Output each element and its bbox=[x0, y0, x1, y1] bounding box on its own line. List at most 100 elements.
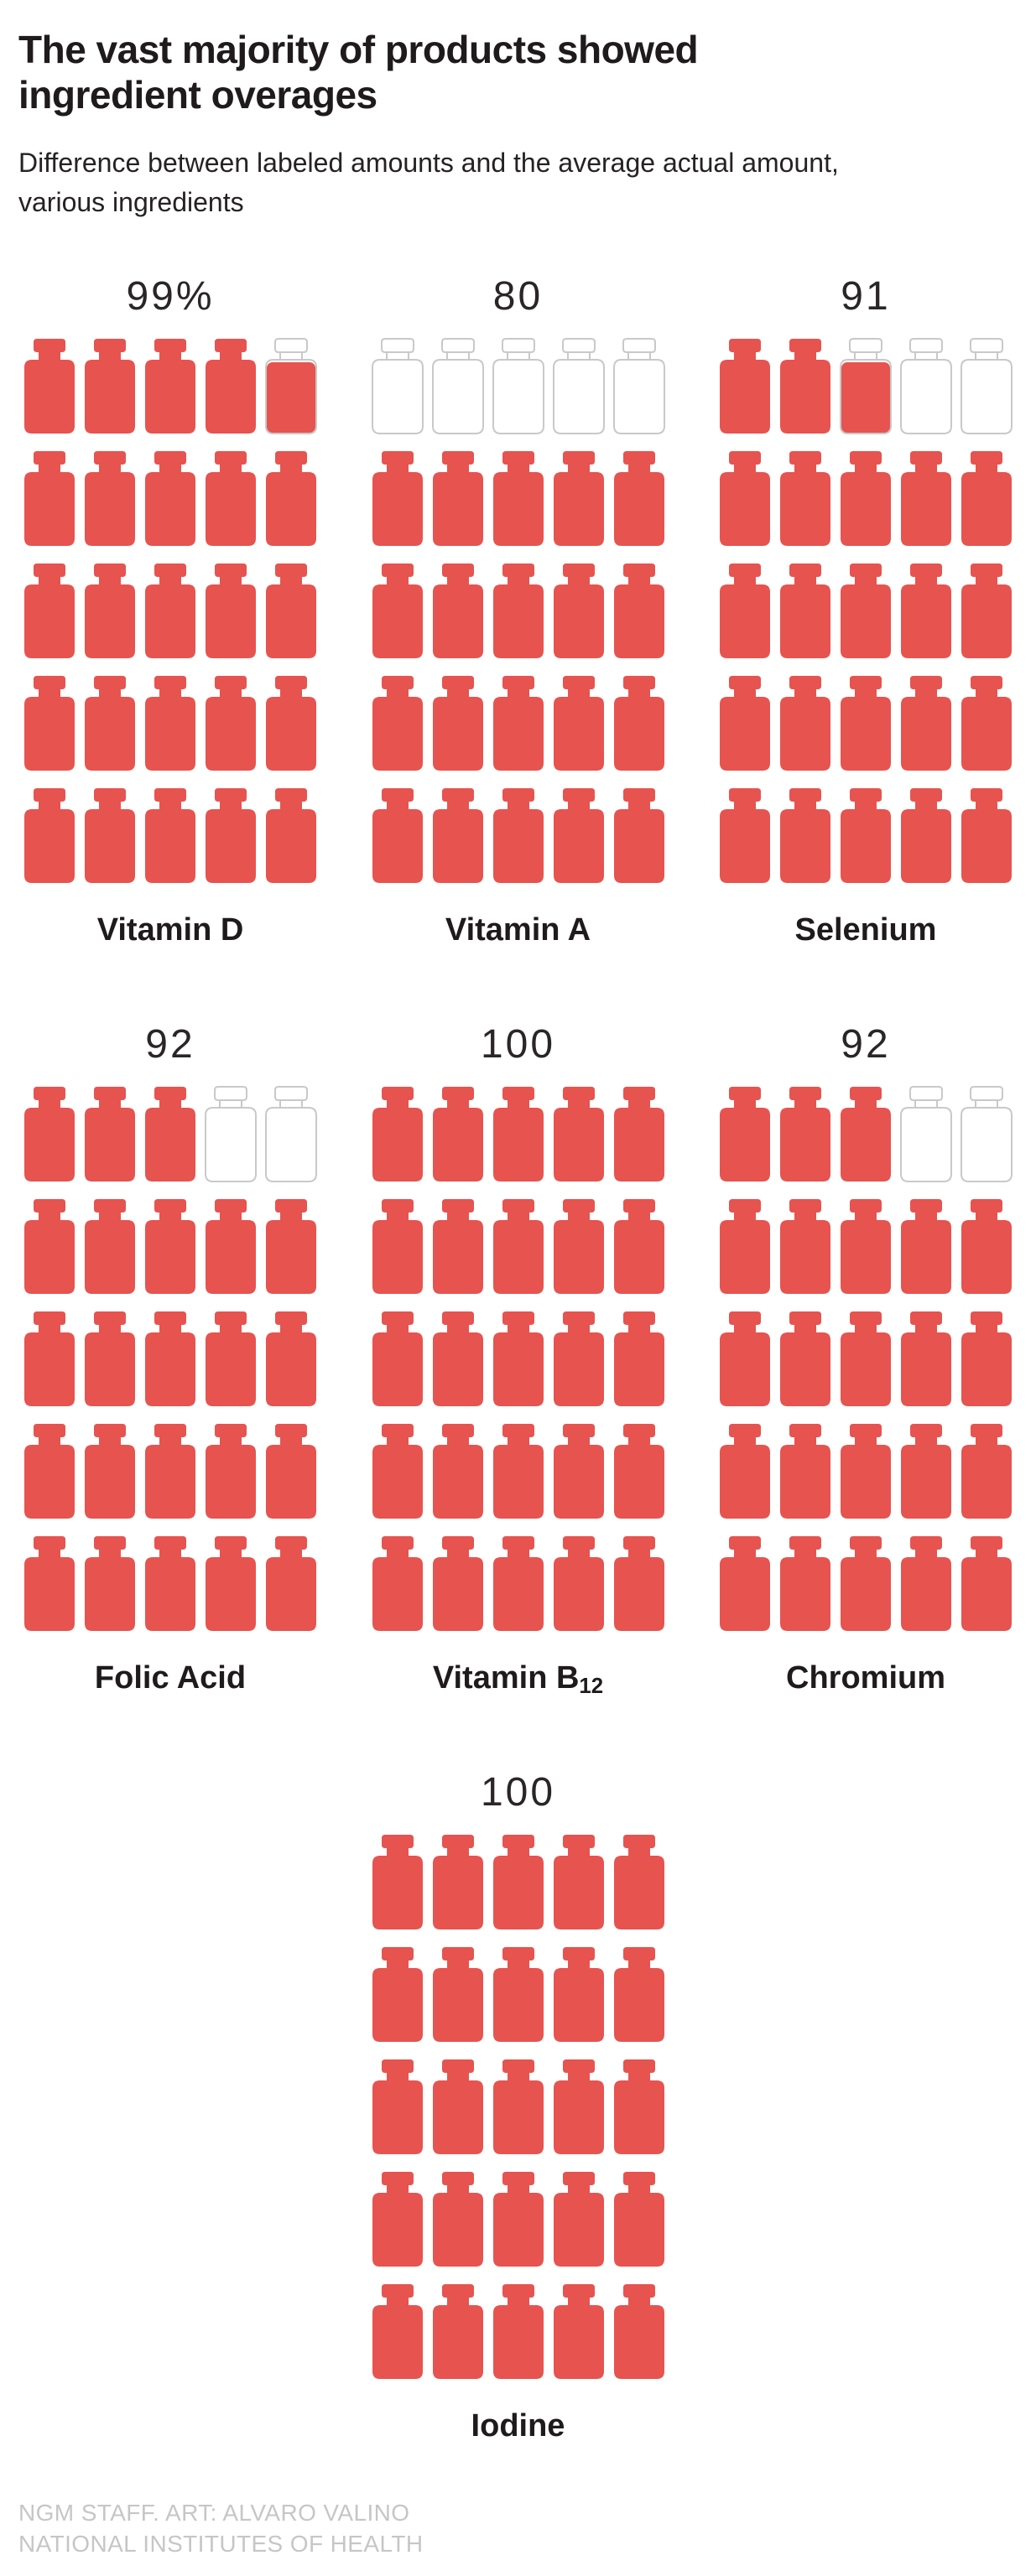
bottle-full-icon bbox=[372, 2059, 423, 2155]
bottle-full-icon bbox=[780, 676, 830, 771]
bottle-full-icon bbox=[553, 2172, 604, 2267]
value-label: 92 bbox=[841, 1022, 891, 1067]
bottle-full-icon bbox=[901, 676, 951, 771]
bottle-full-icon bbox=[432, 1536, 483, 1632]
bottle-empty-icon bbox=[492, 338, 544, 435]
bottle-full-icon bbox=[85, 788, 135, 884]
bottle-full-icon bbox=[145, 1199, 195, 1295]
bottle-full-icon bbox=[206, 1424, 256, 1519]
bottle-full-icon bbox=[432, 1311, 483, 1407]
panel-folic-acid: 92 Folic Acid bbox=[23, 1019, 317, 1696]
value-label: 99% bbox=[126, 274, 215, 319]
bottle-full-icon bbox=[432, 1199, 483, 1295]
bottle-full-icon bbox=[145, 1087, 195, 1182]
bottle-full-icon bbox=[492, 564, 544, 659]
panel-vitamin-d: 99% Vitamin D bbox=[23, 271, 317, 948]
bottle-full-icon bbox=[85, 339, 135, 434]
bottle-full-icon bbox=[780, 1536, 830, 1632]
ingredient-label: Selenium bbox=[795, 912, 937, 948]
bottle-full-icon bbox=[24, 676, 75, 771]
bottle-full-icon bbox=[85, 1311, 135, 1407]
bottle-full-icon bbox=[372, 1835, 423, 1930]
bottle-full-icon bbox=[553, 564, 604, 659]
chart-subtitle: Difference between labeled amounts and t… bbox=[18, 147, 839, 217]
panel-selenium: 91 Selenium bbox=[719, 271, 1013, 948]
bottle-full-icon bbox=[145, 676, 195, 771]
value-label: 100 bbox=[480, 1770, 556, 1815]
bottle-full-icon bbox=[780, 1311, 830, 1407]
bottle-full-icon bbox=[266, 1311, 316, 1407]
bottle-full-icon bbox=[841, 564, 891, 659]
bottle-full-icon bbox=[432, 2059, 483, 2155]
bottle-full-icon bbox=[206, 451, 256, 547]
bottle-full-icon bbox=[553, 676, 604, 771]
bottle-empty-icon bbox=[900, 338, 952, 435]
bottle-full-icon bbox=[720, 564, 770, 659]
bottle-full-icon bbox=[492, 1311, 544, 1407]
bottle-full-icon bbox=[85, 1087, 135, 1182]
bottle-full-icon bbox=[901, 1536, 951, 1632]
bottle-full-icon bbox=[492, 2284, 544, 2380]
bottle-full-icon bbox=[206, 1536, 256, 1632]
bottle-full-icon bbox=[841, 451, 891, 547]
bottle-grid bbox=[372, 1834, 665, 2380]
bottle-full-icon bbox=[780, 1199, 830, 1295]
bottle-partial-icon bbox=[840, 338, 892, 435]
bottle-full-icon bbox=[372, 1947, 423, 2043]
bottle-full-icon bbox=[553, 788, 604, 884]
bottle-full-icon bbox=[961, 1536, 1012, 1632]
ingredient-label-subscript: 12 bbox=[579, 1674, 604, 1698]
bottle-full-icon bbox=[613, 1311, 664, 1407]
bottle-full-icon bbox=[613, 1835, 664, 1930]
bottle-full-icon bbox=[613, 2284, 664, 2380]
bottle-full-icon bbox=[841, 1536, 891, 1632]
bottle-full-icon bbox=[492, 1536, 544, 1632]
value-label: 92 bbox=[145, 1022, 195, 1067]
bottle-full-icon bbox=[553, 2059, 604, 2155]
bottle-full-icon bbox=[553, 1311, 604, 1407]
bottle-empty-icon bbox=[552, 338, 605, 435]
bottle-full-icon bbox=[145, 1536, 195, 1632]
ingredient-label-text: Chromium bbox=[786, 1660, 945, 1696]
bottle-full-icon bbox=[553, 1835, 604, 1930]
bottle-full-icon bbox=[841, 1087, 891, 1182]
bottle-full-icon bbox=[720, 676, 770, 771]
bottle-grid bbox=[23, 1086, 317, 1632]
bottle-full-icon bbox=[206, 564, 256, 659]
bottle-full-icon bbox=[613, 788, 664, 884]
bottle-full-icon bbox=[266, 451, 316, 547]
ingredient-label-text: Vitamin D bbox=[96, 912, 244, 948]
bottle-grid bbox=[719, 338, 1013, 884]
bottle-full-icon bbox=[613, 1947, 664, 2043]
panel-iodine: 100 Iodine bbox=[372, 1767, 665, 2444]
bottle-full-icon bbox=[492, 1199, 544, 1295]
credits-line-2: NATIONAL INSTITUTES OF HEALTH bbox=[18, 2531, 424, 2558]
bottle-full-icon bbox=[85, 1199, 135, 1295]
bottle-full-icon bbox=[372, 2172, 423, 2267]
bottle-full-icon bbox=[841, 1424, 891, 1519]
bottle-full-icon bbox=[780, 339, 830, 434]
bottle-full-icon bbox=[780, 788, 830, 884]
bottle-full-icon bbox=[24, 1087, 75, 1182]
bottle-full-icon bbox=[720, 451, 770, 547]
bottle-full-icon bbox=[206, 339, 256, 434]
bottle-full-icon bbox=[841, 676, 891, 771]
value-label: 100 bbox=[480, 1022, 556, 1067]
bottle-full-icon bbox=[145, 788, 195, 884]
bottle-empty-icon bbox=[961, 1086, 1013, 1183]
bottle-full-icon bbox=[492, 788, 544, 884]
bottle-full-icon bbox=[24, 1536, 75, 1632]
bottle-full-icon bbox=[780, 1424, 830, 1519]
bottle-full-icon bbox=[613, 1087, 664, 1182]
bottle-full-icon bbox=[432, 451, 483, 547]
bottle-full-icon bbox=[492, 451, 544, 547]
bottle-full-icon bbox=[24, 1424, 75, 1519]
bottle-full-icon bbox=[266, 564, 316, 659]
ingredient-label-text: Selenium bbox=[794, 912, 937, 948]
bottle-full-icon bbox=[432, 2172, 483, 2267]
bottle-empty-icon bbox=[371, 338, 424, 435]
bottle-full-icon bbox=[372, 1424, 423, 1519]
bottle-full-icon bbox=[613, 1536, 664, 1632]
bottle-full-icon bbox=[145, 1311, 195, 1407]
bottle-full-icon bbox=[432, 1087, 483, 1182]
